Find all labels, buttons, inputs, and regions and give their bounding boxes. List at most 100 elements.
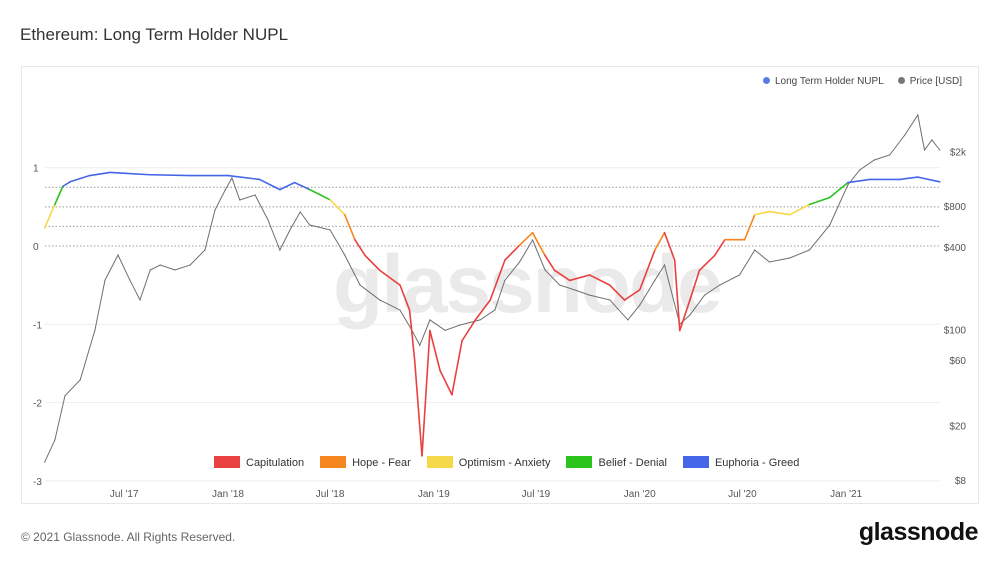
price-point — [239, 199, 241, 201]
nupl-segment — [753, 210, 771, 216]
nupl-segment — [293, 181, 311, 191]
y-right-tick-label: $8 — [955, 476, 967, 487]
nupl-segment — [568, 274, 591, 282]
nupl-segment — [258, 178, 281, 191]
price-point — [204, 249, 206, 251]
zone-capitulation[interactable]: Capitulation — [214, 456, 304, 469]
zone-hope-fear[interactable]: Hope - Fear — [320, 456, 411, 469]
nupl-segment — [109, 171, 151, 176]
nupl-segment — [364, 254, 381, 272]
price-point — [873, 159, 875, 161]
price-point — [444, 329, 446, 331]
price-point — [931, 139, 933, 141]
nupl-segment — [399, 284, 411, 312]
price-point — [627, 319, 629, 321]
price-point — [174, 269, 176, 271]
nupl-segment — [531, 231, 546, 257]
swatch-icon — [320, 456, 347, 469]
price-point — [789, 257, 791, 259]
price-point — [939, 149, 941, 151]
price-point — [64, 395, 66, 397]
y-left-tick-label: 1 — [33, 164, 39, 175]
chart-card — [21, 66, 979, 504]
price-point — [459, 324, 461, 326]
price-dot-icon — [897, 76, 905, 84]
legend-item-price[interactable]: Price [USD] — [897, 76, 962, 87]
nupl-segment — [623, 289, 641, 301]
price-point — [754, 249, 756, 251]
nupl-segment — [698, 254, 716, 272]
price-point — [479, 319, 481, 321]
price-point — [494, 309, 496, 311]
zone-optimism-anxiety[interactable]: Optimism - Anxiety — [426, 456, 550, 469]
nupl-segment — [768, 210, 791, 216]
y-left-tick-label: 0 — [33, 242, 39, 253]
price-point — [829, 224, 831, 226]
nupl-segment — [451, 339, 463, 396]
nupl-segment — [61, 180, 71, 188]
price-point — [888, 154, 891, 156]
nupl-segment — [663, 231, 676, 261]
nupl-segment — [518, 231, 534, 247]
x-tick-label: Jul '18 — [316, 489, 345, 500]
zone-belief-denial[interactable]: Belief - Denial — [566, 456, 667, 469]
price-point — [559, 284, 561, 286]
price-point — [719, 284, 721, 286]
nupl-segment — [553, 269, 571, 282]
nupl-segment — [69, 174, 91, 183]
price-point — [129, 279, 131, 281]
nupl-segment — [588, 274, 611, 286]
nupl-segment — [504, 244, 521, 261]
nupl-segment — [788, 203, 811, 216]
price-point — [139, 299, 141, 301]
price-point — [289, 229, 291, 231]
glassnode-logo[interactable]: glassnode — [858, 518, 979, 546]
price-point — [419, 344, 421, 346]
price-point — [639, 304, 641, 306]
nupl-segment — [354, 238, 366, 257]
y-right-tick-label: $2k — [950, 147, 967, 158]
price-point — [654, 279, 656, 281]
zone-euphoria-greed[interactable]: Euphoria - Greed — [682, 456, 799, 469]
y-left-tick-label: -3 — [33, 477, 42, 488]
zone-label: Hope - Fear — [352, 457, 411, 469]
price-point — [231, 177, 233, 179]
price-point — [279, 249, 281, 251]
legend-label: Price [USD] — [909, 76, 962, 87]
x-tick-label: Jul '20 — [728, 489, 757, 500]
series-legend: Long Term Holder NUPL Price [USD] — [763, 76, 962, 87]
copyright: © 2021 Glassnode. All Rights Reserved. — [21, 530, 236, 544]
nupl-segment — [916, 176, 941, 183]
legend-label: Long Term Holder NUPL — [775, 76, 884, 87]
price-point — [149, 269, 151, 271]
price-point — [254, 194, 256, 196]
nupl-segment — [828, 181, 849, 199]
nupl-segment — [689, 269, 701, 301]
price-point — [609, 299, 611, 301]
price-point — [531, 239, 534, 241]
nupl-segment — [713, 238, 726, 257]
x-tick-label: Jul '19 — [522, 489, 551, 500]
price-point — [768, 261, 771, 263]
nupl-segment — [149, 173, 192, 177]
price-line — [44, 113, 941, 463]
x-tick-label: Jan '21 — [830, 489, 862, 500]
price-point — [399, 309, 401, 311]
nupl-segment — [673, 259, 681, 332]
nupl-segment — [638, 249, 656, 291]
legend-item-nupl[interactable]: Long Term Holder NUPL — [763, 76, 884, 87]
swatch-icon — [566, 456, 593, 469]
nupl-segment — [279, 181, 296, 191]
y-left-tick-label: -1 — [33, 320, 42, 331]
price-point — [359, 284, 361, 286]
nupl-segment — [743, 213, 756, 241]
nupl-segment — [378, 269, 401, 286]
nupl-segment — [429, 329, 441, 372]
nupl-segment — [898, 176, 919, 181]
price-point — [574, 289, 576, 291]
nupl-segment — [474, 299, 492, 322]
price-point — [214, 209, 216, 211]
price-point — [94, 329, 96, 331]
price-point — [429, 319, 431, 321]
y-left-tick-label: -2 — [33, 399, 42, 410]
